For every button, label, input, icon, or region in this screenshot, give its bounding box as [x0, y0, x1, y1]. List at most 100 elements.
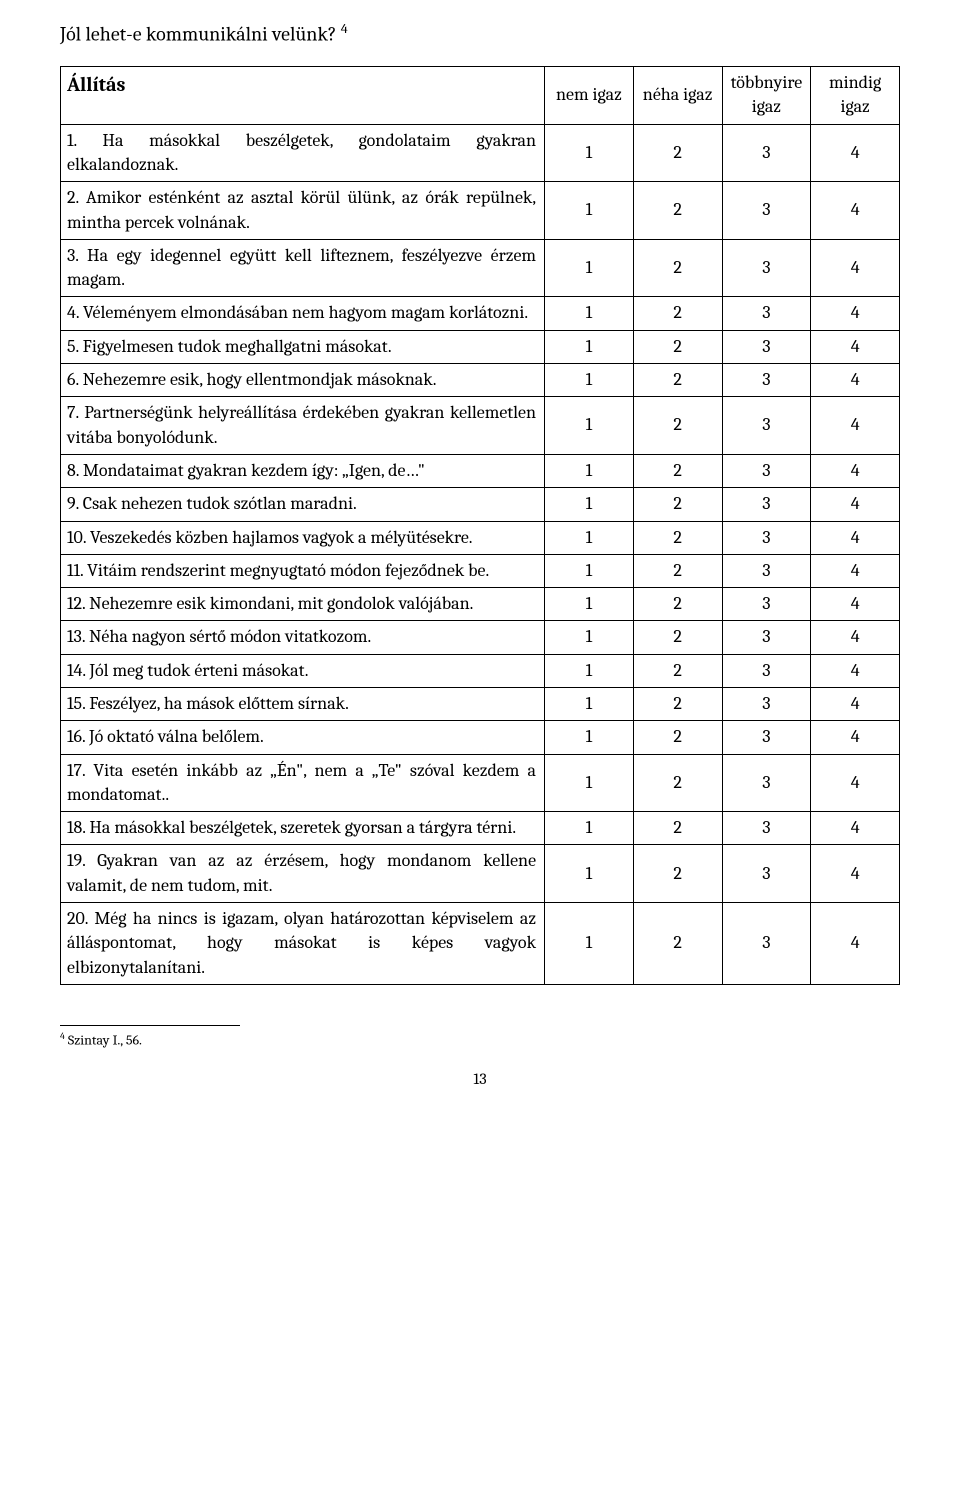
option-cell[interactable]: 4 [811, 721, 900, 754]
table-row: 2. Amikor esténként az asztal körül ülün… [61, 182, 900, 240]
option-cell[interactable]: 1 [545, 330, 634, 363]
option-cell[interactable]: 2 [633, 521, 722, 554]
option-cell[interactable]: 4 [811, 688, 900, 721]
table-row: 5. Figyelmesen tudok meghallgatni másoka… [61, 330, 900, 363]
option-cell[interactable]: 3 [722, 845, 811, 903]
option-cell[interactable]: 1 [545, 621, 634, 654]
table-row: 6. Nehezemre esik, hogy ellentmondjak má… [61, 364, 900, 397]
option-cell[interactable]: 3 [722, 812, 811, 845]
option-cell[interactable]: 1 [545, 297, 634, 330]
table-row: 13. Néha nagyon sértő módon vitatkozom.1… [61, 621, 900, 654]
table-row: 20. Még ha nincs is igazam, olyan határo… [61, 903, 900, 985]
option-cell[interactable]: 3 [722, 454, 811, 487]
statement-cell: 15. Feszélyez, ha mások előttem sírnak. [61, 688, 545, 721]
option-cell[interactable]: 4 [811, 903, 900, 985]
option-cell[interactable]: 1 [545, 124, 634, 182]
option-cell[interactable]: 2 [633, 488, 722, 521]
option-cell[interactable]: 2 [633, 364, 722, 397]
table-row: 10. Veszekedés közben hajlamos vagyok a … [61, 521, 900, 554]
option-cell[interactable]: 3 [722, 688, 811, 721]
option-cell[interactable]: 2 [633, 330, 722, 363]
option-cell[interactable]: 3 [722, 903, 811, 985]
option-cell[interactable]: 4 [811, 588, 900, 621]
option-cell[interactable]: 2 [633, 654, 722, 687]
statement-cell: 11. Vitáim rendszerint megnyugtató módon… [61, 554, 545, 587]
option-cell[interactable]: 3 [722, 721, 811, 754]
option-cell[interactable]: 1 [545, 239, 634, 297]
option-cell[interactable]: 4 [811, 554, 900, 587]
option-cell[interactable]: 1 [545, 903, 634, 985]
option-cell[interactable]: 3 [722, 654, 811, 687]
table-row: 1. Ha másokkal beszélgetek, gondolataim … [61, 124, 900, 182]
option-cell[interactable]: 2 [633, 721, 722, 754]
option-cell[interactable]: 3 [722, 554, 811, 587]
option-cell[interactable]: 2 [633, 239, 722, 297]
option-cell[interactable]: 3 [722, 488, 811, 521]
option-cell[interactable]: 1 [545, 364, 634, 397]
option-cell[interactable]: 3 [722, 621, 811, 654]
option-cell[interactable]: 4 [811, 654, 900, 687]
statement-cell: 18. Ha másokkal beszélgetek, szeretek gy… [61, 812, 545, 845]
option-cell[interactable]: 1 [545, 454, 634, 487]
option-cell[interactable]: 4 [811, 488, 900, 521]
option-cell[interactable]: 4 [811, 364, 900, 397]
option-cell[interactable]: 1 [545, 754, 634, 812]
option-cell[interactable]: 3 [722, 754, 811, 812]
header-col2: néha igaz [633, 66, 722, 124]
option-cell[interactable]: 2 [633, 182, 722, 240]
option-cell[interactable]: 3 [722, 239, 811, 297]
option-cell[interactable]: 3 [722, 397, 811, 455]
option-cell[interactable]: 1 [545, 521, 634, 554]
header-col3: többnyire igaz [722, 66, 811, 124]
option-cell[interactable]: 4 [811, 124, 900, 182]
table-row: 17. Vita esetén inkább az „Én", nem a „T… [61, 754, 900, 812]
option-cell[interactable]: 4 [811, 182, 900, 240]
option-cell[interactable]: 1 [545, 688, 634, 721]
option-cell[interactable]: 3 [722, 182, 811, 240]
footnote-rule [60, 1025, 240, 1026]
option-cell[interactable]: 4 [811, 621, 900, 654]
option-cell[interactable]: 1 [545, 812, 634, 845]
option-cell[interactable]: 1 [545, 397, 634, 455]
option-cell[interactable]: 1 [545, 488, 634, 521]
statement-cell: 16. Jó oktató válna belőlem. [61, 721, 545, 754]
option-cell[interactable]: 2 [633, 754, 722, 812]
option-cell[interactable]: 1 [545, 182, 634, 240]
option-cell[interactable]: 2 [633, 588, 722, 621]
option-cell[interactable]: 4 [811, 297, 900, 330]
option-cell[interactable]: 2 [633, 454, 722, 487]
option-cell[interactable]: 3 [722, 297, 811, 330]
page-number: 13 [60, 1069, 900, 1091]
option-cell[interactable]: 4 [811, 397, 900, 455]
option-cell[interactable]: 3 [722, 521, 811, 554]
statement-cell: 14. Jól meg tudok érteni másokat. [61, 654, 545, 687]
table-row: 11. Vitáim rendszerint megnyugtató módon… [61, 554, 900, 587]
option-cell[interactable]: 4 [811, 454, 900, 487]
option-cell[interactable]: 4 [811, 521, 900, 554]
option-cell[interactable]: 1 [545, 721, 634, 754]
option-cell[interactable]: 1 [545, 554, 634, 587]
option-cell[interactable]: 2 [633, 124, 722, 182]
option-cell[interactable]: 2 [633, 554, 722, 587]
option-cell[interactable]: 3 [722, 588, 811, 621]
option-cell[interactable]: 2 [633, 812, 722, 845]
option-cell[interactable]: 2 [633, 621, 722, 654]
option-cell[interactable]: 4 [811, 812, 900, 845]
option-cell[interactable]: 2 [633, 688, 722, 721]
option-cell[interactable]: 3 [722, 330, 811, 363]
option-cell[interactable]: 1 [545, 588, 634, 621]
option-cell[interactable]: 4 [811, 330, 900, 363]
header-col4: mindig igaz [811, 66, 900, 124]
option-cell[interactable]: 4 [811, 754, 900, 812]
option-cell[interactable]: 3 [722, 364, 811, 397]
option-cell[interactable]: 2 [633, 397, 722, 455]
option-cell[interactable]: 3 [722, 124, 811, 182]
option-cell[interactable]: 1 [545, 845, 634, 903]
option-cell[interactable]: 4 [811, 239, 900, 297]
option-cell[interactable]: 1 [545, 654, 634, 687]
option-cell[interactable]: 2 [633, 845, 722, 903]
statement-cell: 6. Nehezemre esik, hogy ellentmondjak má… [61, 364, 545, 397]
option-cell[interactable]: 2 [633, 903, 722, 985]
option-cell[interactable]: 4 [811, 845, 900, 903]
option-cell[interactable]: 2 [633, 297, 722, 330]
